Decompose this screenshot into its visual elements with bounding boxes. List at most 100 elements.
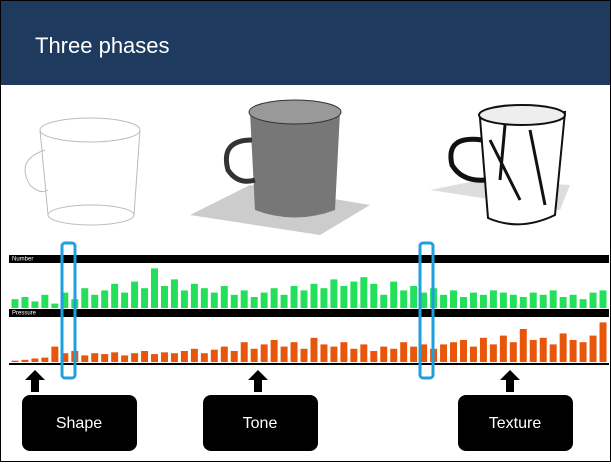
bar: [211, 293, 218, 308]
bar: [330, 279, 337, 308]
bar: [370, 351, 377, 362]
bar: [51, 304, 58, 308]
slide: Three phases Number Pressure Shape Tone …: [0, 0, 611, 462]
bar: [231, 351, 238, 362]
bar: [410, 286, 417, 308]
bar: [600, 322, 607, 362]
bar: [171, 279, 178, 308]
bar: [231, 295, 238, 308]
bar: [31, 301, 38, 308]
bar: [350, 282, 357, 308]
bar: [560, 333, 567, 362]
bar: [221, 347, 228, 362]
bar: [340, 342, 347, 362]
strip-label: Number: [12, 257, 33, 263]
bar: [580, 299, 587, 308]
bar: [490, 290, 497, 308]
bar: [550, 290, 557, 308]
bar: [301, 290, 308, 308]
bar: [480, 295, 487, 308]
bar: [540, 338, 547, 362]
phase-label: Shape: [56, 415, 102, 432]
bar: [480, 338, 487, 362]
bar: [201, 353, 208, 362]
bar: [41, 358, 48, 362]
bar: [11, 299, 18, 308]
bar: [350, 349, 357, 362]
bar: [540, 295, 547, 308]
bar: [111, 284, 118, 308]
bar: [291, 342, 298, 362]
bar: [21, 360, 28, 362]
bar: [450, 342, 457, 362]
bar: [51, 347, 58, 362]
bar: [91, 295, 98, 308]
bar: [500, 293, 507, 308]
bar: [181, 351, 188, 362]
bar: [121, 355, 128, 362]
bar: [520, 329, 527, 362]
bar: [221, 286, 228, 308]
bar: [450, 290, 457, 308]
phase-label: Tone: [243, 415, 278, 432]
bar: [320, 344, 327, 362]
bar: [460, 297, 467, 308]
bar: [390, 349, 397, 362]
bar: [141, 351, 148, 362]
bar: [241, 342, 248, 362]
phase-label: Texture: [489, 415, 542, 432]
bar: [320, 288, 327, 308]
bar: [410, 347, 417, 362]
strip-base: [9, 363, 609, 365]
bar: [510, 342, 517, 362]
bar: [590, 293, 597, 308]
bar: [470, 293, 477, 308]
bar: [181, 290, 188, 308]
bar: [570, 295, 577, 308]
bar: [131, 282, 138, 308]
bar: [400, 342, 407, 362]
bar: [330, 347, 337, 362]
strip-label: Pressure: [12, 311, 37, 317]
bar: [340, 286, 347, 308]
bar: [21, 297, 28, 308]
bar: [81, 355, 88, 362]
bar: [271, 288, 278, 308]
bar: [530, 340, 537, 362]
bar: [500, 336, 507, 362]
bar: [310, 284, 317, 308]
bar: [251, 349, 258, 362]
bar: [301, 349, 308, 362]
bar: [281, 347, 288, 362]
bar: [510, 295, 517, 308]
bar: [171, 353, 178, 362]
bar: [161, 352, 168, 362]
bar: [490, 344, 497, 362]
bar: [470, 347, 477, 362]
bar: [111, 352, 118, 362]
bar: [291, 286, 298, 308]
bar: [530, 293, 537, 308]
bar: [281, 295, 288, 308]
bar: [400, 290, 407, 308]
bar: [440, 295, 447, 308]
bar: [560, 297, 567, 308]
bar: [310, 338, 317, 362]
bar: [91, 353, 98, 362]
bar: [131, 353, 138, 362]
bar: [251, 297, 258, 308]
bar: [380, 347, 387, 362]
bar: [121, 293, 128, 308]
strip-band: [9, 255, 609, 263]
bar: [81, 288, 88, 308]
bar: [261, 344, 268, 362]
bar: [570, 340, 577, 362]
bar: [600, 290, 607, 308]
bar: [141, 288, 148, 308]
bar: [191, 284, 198, 308]
bar: [360, 277, 367, 308]
bar: [590, 336, 597, 362]
bar: [460, 340, 467, 362]
bar: [31, 358, 38, 362]
title: Three phases: [35, 33, 170, 58]
